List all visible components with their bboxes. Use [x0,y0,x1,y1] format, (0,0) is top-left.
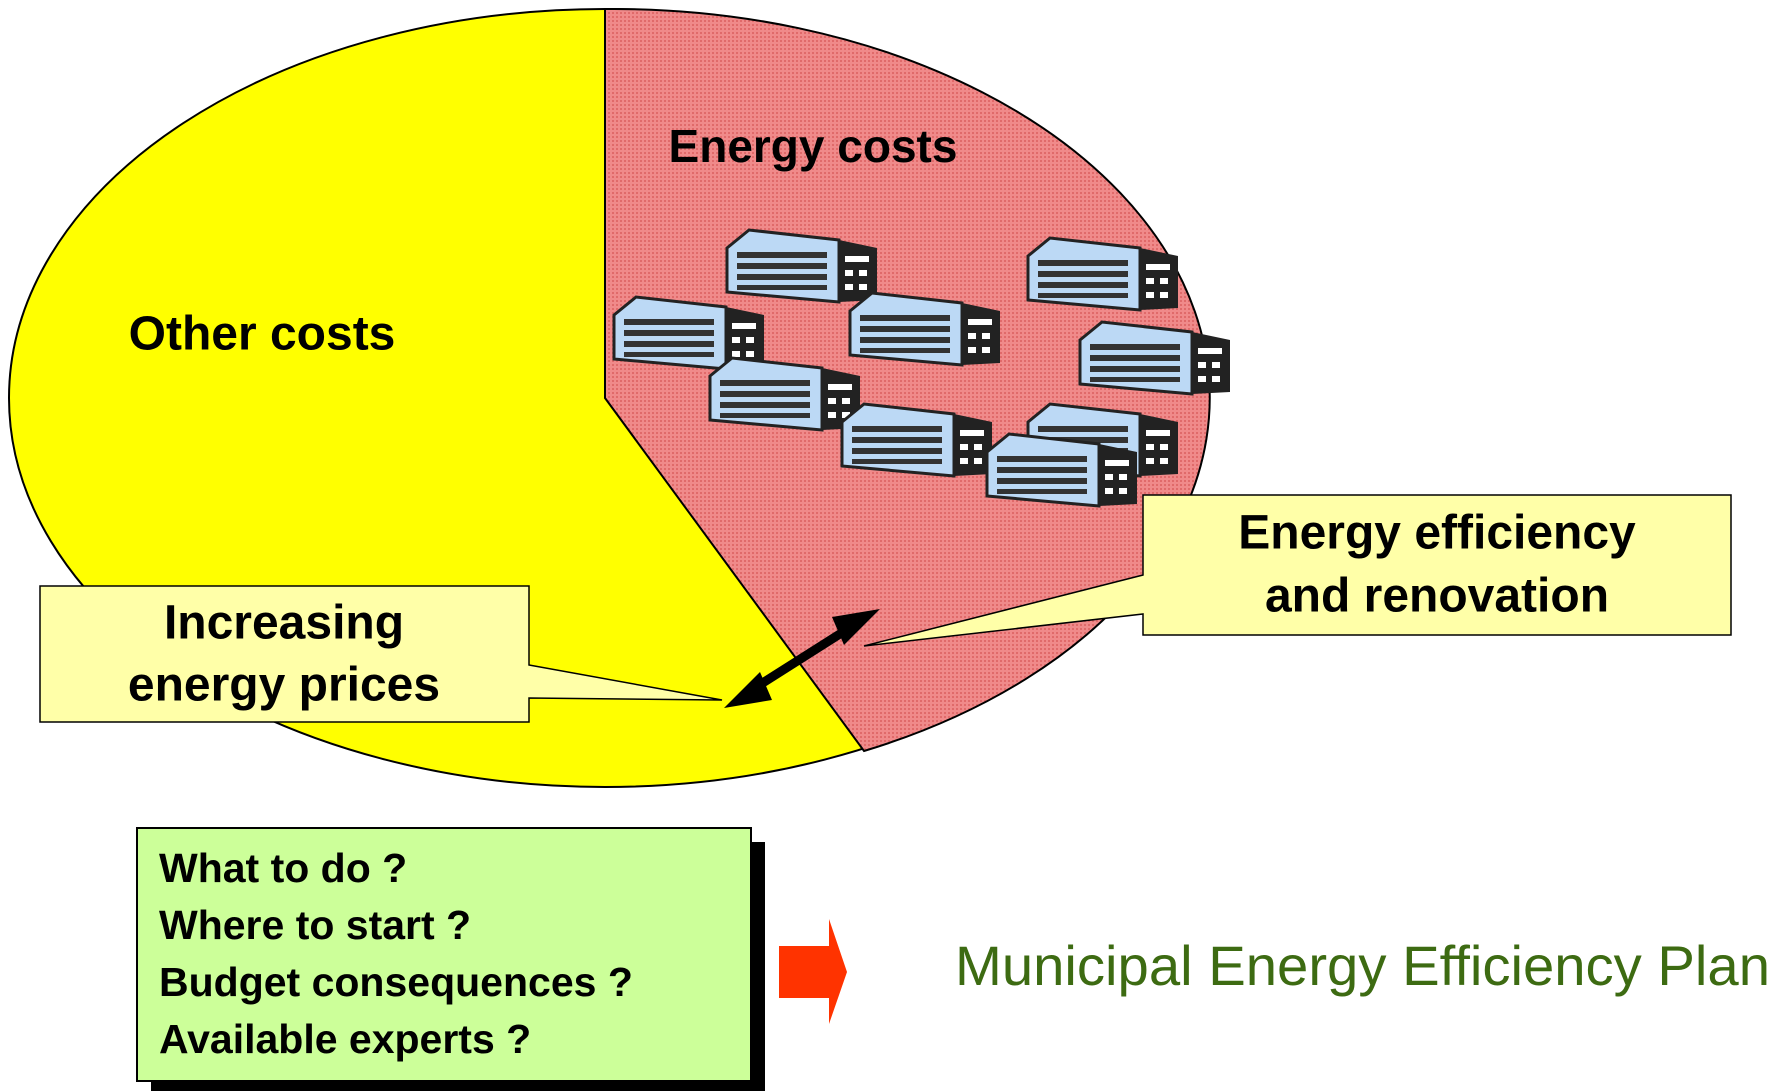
question: What to do ? [159,845,407,891]
callout-text: and renovation [1265,570,1609,623]
questions-box: What to do ? Where to start ? Budget con… [136,827,765,1091]
callout-text: Energy efficiency [1238,507,1636,560]
other-costs-label: Other costs [129,308,396,361]
energy-costs-label: Energy costs [669,120,958,172]
callout-text: energy prices [128,659,440,712]
callout-prices: Increasing energy prices [39,585,723,723]
cost-pie-energy [604,7,1211,753]
double-arrow [724,609,880,708]
callout-text: Increasing [164,597,404,650]
callout-efficiency: Energy efficiency and renovation [863,494,1732,647]
question: Available experts ? [159,1016,531,1062]
arrow [779,919,847,1024]
question: Budget consequences ? [159,959,633,1005]
result-title: Municipal Energy Efficiency Plan [955,934,1770,997]
question: Where to start ? [159,902,471,948]
